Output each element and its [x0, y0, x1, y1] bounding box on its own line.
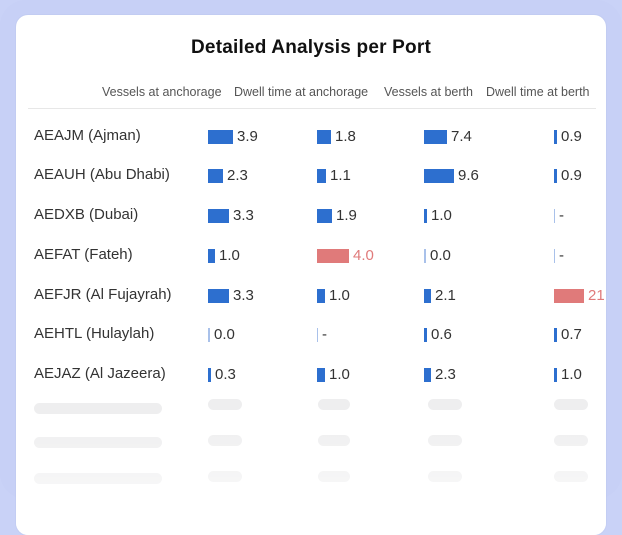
skeleton-bar — [34, 403, 162, 414]
metric-value: 1.0 — [329, 366, 350, 383]
value-bar — [554, 368, 557, 382]
metric-value: 0.0 — [214, 326, 235, 343]
value-bar — [317, 328, 318, 342]
metric-value: 7.4 — [451, 128, 472, 145]
metric-value: 0.6 — [431, 326, 452, 343]
metric-value: 2.3 — [227, 167, 248, 184]
skeleton-bar — [318, 471, 350, 482]
value-bar — [424, 169, 454, 183]
value-bar — [424, 328, 427, 342]
metric-value: 2.1 — [435, 287, 456, 304]
value-bar — [554, 130, 557, 144]
metric-value: 0.9 — [561, 128, 582, 145]
skeleton-bar — [318, 435, 350, 446]
port-name: AEAJM (Ajman) — [34, 127, 141, 144]
metric-value: 1.0 — [219, 247, 240, 264]
table-row: AEJAZ (Al Jazeera) 0.3 1.0 2.3 1.0 — [16, 355, 606, 393]
metric-value: 0.3 — [215, 366, 236, 383]
value-bar — [317, 169, 326, 183]
port-analysis-card: Detailed Analysis per Port Vessels at an… — [16, 15, 606, 535]
column-header-vessels-at-berth: Vessels at berth — [384, 85, 473, 99]
value-bar — [424, 209, 427, 223]
value-bar — [317, 130, 331, 144]
value-bar — [554, 169, 557, 183]
value-bar — [554, 328, 557, 342]
value-bar — [208, 249, 215, 263]
skeleton-bar — [34, 437, 162, 448]
skeleton-bar — [428, 471, 462, 482]
column-header-dwell-time-at-berth: Dwell time at berth — [486, 85, 590, 99]
metric-value: - — [559, 247, 564, 264]
port-name: AEAUH (Abu Dhabi) — [34, 166, 170, 183]
highlight-bar — [317, 249, 349, 263]
table-row: AEDXB (Dubai) 3.3 1.9 1.0 - — [16, 196, 606, 234]
metric-value: 1.0 — [431, 207, 452, 224]
value-bar — [424, 368, 431, 382]
skeleton-bar — [554, 399, 588, 410]
metric-value: - — [559, 207, 564, 224]
metric-value: 1.9 — [336, 207, 357, 224]
value-bar — [208, 328, 210, 342]
value-bar — [317, 368, 325, 382]
metric-value: 0.7 — [561, 326, 582, 343]
value-bar — [317, 289, 325, 303]
value-bar — [208, 368, 211, 382]
value-bar — [424, 130, 447, 144]
skeleton-bar — [208, 399, 242, 410]
skeleton-bar — [318, 399, 350, 410]
card-title: Detailed Analysis per Port — [191, 37, 431, 58]
metric-value: 1.0 — [561, 366, 582, 383]
port-name: AEDXB (Dubai) — [34, 206, 139, 223]
metric-value: 3.3 — [233, 207, 254, 224]
skeleton-bar — [428, 435, 462, 446]
skeleton-bar — [208, 471, 242, 482]
skeleton-bar — [554, 435, 588, 446]
table-row: AEFJR (Al Fujayrah) 3.3 1.0 2.1 21.7 — [16, 276, 606, 314]
metric-value: 21.7 — [588, 287, 606, 304]
highlight-bar — [554, 289, 584, 303]
metric-value: 0.0 — [430, 247, 451, 264]
value-bar — [208, 289, 229, 303]
value-bar — [208, 209, 229, 223]
value-bar — [208, 130, 233, 144]
metric-value: 0.9 — [561, 167, 582, 184]
metric-value: 2.3 — [435, 366, 456, 383]
metric-value: 3.9 — [237, 128, 258, 145]
value-bar — [208, 169, 223, 183]
port-name: AEFAT (Fateh) — [34, 246, 133, 263]
table-row: AEFAT (Fateh) 1.0 4.0 0.0 - — [16, 236, 606, 274]
column-header-dwell-time-at-anchorage: Dwell time at anchorage — [234, 85, 369, 99]
value-bar — [424, 289, 431, 303]
metric-value: 1.8 — [335, 128, 356, 145]
metric-value: 3.3 — [233, 287, 254, 304]
table-row: AEAJM (Ajman) 3.9 1.8 7.4 0.9 — [16, 117, 606, 155]
port-name: AEJAZ (Al Jazeera) — [34, 365, 166, 382]
metric-value: 9.6 — [458, 167, 479, 184]
skeleton-bar — [428, 399, 462, 410]
table-row: AEAUH (Abu Dhabi) 2.3 1.1 9.6 0.9 — [16, 156, 606, 194]
column-header-vessels-at-anchorage: Vessels at anchorage — [102, 85, 222, 99]
skeleton-bar — [554, 471, 588, 482]
port-name: AEFJR (Al Fujayrah) — [34, 286, 172, 303]
value-bar — [424, 249, 426, 263]
port-name: AEHTL (Hulaylah) — [34, 325, 155, 342]
skeleton-bar — [34, 473, 162, 484]
table-row: AEHTL (Hulaylah) 0.0 - 0.6 0.7 — [16, 315, 606, 353]
value-bar — [317, 209, 332, 223]
metric-value: - — [322, 326, 327, 343]
metric-value: 1.1 — [330, 167, 351, 184]
value-bar — [554, 249, 555, 263]
metric-value: 4.0 — [353, 247, 374, 264]
value-bar — [554, 209, 555, 223]
skeleton-bar — [208, 435, 242, 446]
header-divider — [28, 108, 596, 109]
metric-value: 1.0 — [329, 287, 350, 304]
